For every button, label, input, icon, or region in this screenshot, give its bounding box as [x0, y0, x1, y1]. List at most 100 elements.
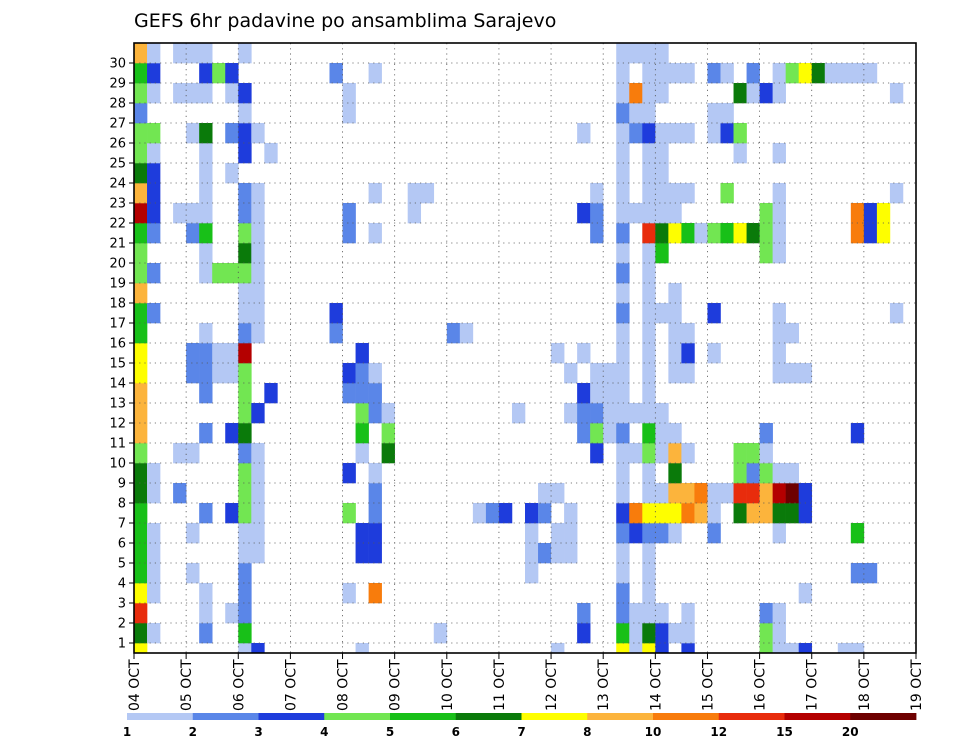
heatmap-cell	[368, 403, 382, 424]
colorbar-swatch	[521, 713, 588, 720]
heatmap-cell	[642, 603, 656, 624]
heatmap-cell	[733, 483, 747, 504]
heatmap-cell	[616, 283, 630, 304]
heatmap-cell	[694, 223, 708, 244]
heatmap-cell	[577, 623, 591, 644]
x-tick-label: 16 OCT	[753, 659, 769, 711]
heatmap-cell	[720, 223, 734, 244]
heatmap-cell	[616, 123, 630, 144]
heatmap-cell	[772, 243, 786, 264]
heatmap-cell	[407, 183, 422, 204]
heatmap-cell	[785, 483, 799, 504]
heatmap-cell	[733, 143, 747, 164]
heatmap-cell	[134, 103, 148, 124]
heatmap-cell	[668, 623, 682, 644]
colorbar-swatch	[127, 713, 194, 720]
heatmap-cell	[134, 423, 148, 444]
heatmap-cell	[238, 83, 252, 104]
x-tick-label: 14 OCT	[648, 659, 664, 711]
heatmap-cell	[251, 303, 265, 324]
heatmap-cell	[642, 543, 656, 564]
heatmap-cell	[134, 563, 148, 584]
y-tick-label: 13	[109, 397, 126, 412]
heatmap-cell	[134, 123, 148, 144]
heatmap-cell	[238, 503, 252, 524]
heatmap-cell	[251, 183, 265, 204]
heatmap-cell	[642, 383, 656, 404]
heatmap-cell	[342, 463, 356, 484]
heatmap-cell	[251, 523, 265, 544]
heatmap-cell	[134, 363, 148, 384]
colorbar-label: 5	[386, 725, 394, 739]
heatmap-cell	[733, 503, 747, 524]
heatmap-cell	[186, 223, 200, 244]
heatmap-cell	[668, 323, 682, 344]
heatmap-cell	[134, 623, 148, 644]
y-tick-label: 18	[109, 297, 126, 312]
heatmap-cell	[199, 63, 213, 84]
heatmap-cell	[564, 403, 578, 424]
heatmap-cell	[147, 43, 161, 64]
heatmap-cell	[811, 63, 826, 84]
heatmap-cell	[681, 183, 695, 204]
heatmap-cell	[616, 223, 630, 244]
heatmap-cell	[746, 223, 760, 244]
heatmap-cell	[368, 183, 382, 204]
heatmap-cell	[577, 123, 591, 144]
heatmap-cell	[199, 363, 213, 384]
heatmap-cell	[225, 363, 239, 384]
heatmap-cell	[381, 423, 395, 444]
heatmap-cell	[642, 563, 656, 584]
heatmap-cell	[733, 223, 747, 244]
heatmap-cell	[577, 203, 591, 224]
heatmap-cell	[134, 343, 148, 364]
heatmap-cell	[629, 523, 643, 544]
heatmap-cell	[772, 143, 786, 164]
heatmap-cell	[603, 423, 617, 444]
colorbar-swatch	[324, 713, 391, 720]
heatmap-cell	[681, 603, 695, 624]
heatmap-cell	[342, 583, 356, 604]
heatmap-cell	[355, 543, 369, 564]
heatmap-cell	[238, 403, 252, 424]
heatmap-cell	[616, 343, 630, 364]
heatmap-cell	[368, 543, 382, 564]
heatmap-cell	[785, 363, 799, 384]
heatmap-cell	[355, 403, 369, 424]
heatmap-cell	[681, 123, 695, 144]
heatmap-cell	[629, 83, 643, 104]
heatmap-cell	[134, 303, 148, 324]
heatmap-cell	[564, 543, 578, 564]
heatmap-cell	[772, 323, 786, 344]
heatmap-cell	[642, 523, 656, 544]
y-tick-label: 9	[118, 477, 126, 492]
heatmap-cell	[186, 43, 200, 64]
heatmap-cell	[134, 63, 148, 84]
heatmap-cell	[238, 463, 252, 484]
colorbar-label: 7	[517, 725, 525, 739]
heatmap-cell	[772, 363, 786, 384]
heatmap-cell	[199, 203, 213, 224]
heatmap-cell	[642, 183, 656, 204]
heatmap-cell	[655, 623, 669, 644]
heatmap-cell	[355, 343, 369, 364]
heatmap-cell	[668, 63, 682, 84]
heatmap-cell	[772, 623, 786, 644]
grid-layer	[134, 43, 916, 653]
heatmap-cell	[134, 163, 148, 184]
heatmap-cell	[342, 383, 356, 404]
heatmap-cell	[889, 83, 904, 104]
heatmap-cell	[355, 643, 369, 654]
heatmap-cell	[642, 463, 656, 484]
heatmap-cell	[251, 243, 265, 264]
heatmap-cell	[212, 343, 226, 364]
y-tick-label: 7	[118, 517, 126, 532]
heatmap-cell	[655, 643, 669, 654]
heatmap-cell	[238, 583, 252, 604]
heatmap-cell	[720, 483, 734, 504]
heatmap-cell	[147, 83, 161, 104]
y-tick-label: 16	[109, 337, 126, 352]
heatmap-cell	[642, 303, 656, 324]
heatmap-cell	[551, 483, 565, 504]
heatmap-cell	[433, 623, 448, 644]
